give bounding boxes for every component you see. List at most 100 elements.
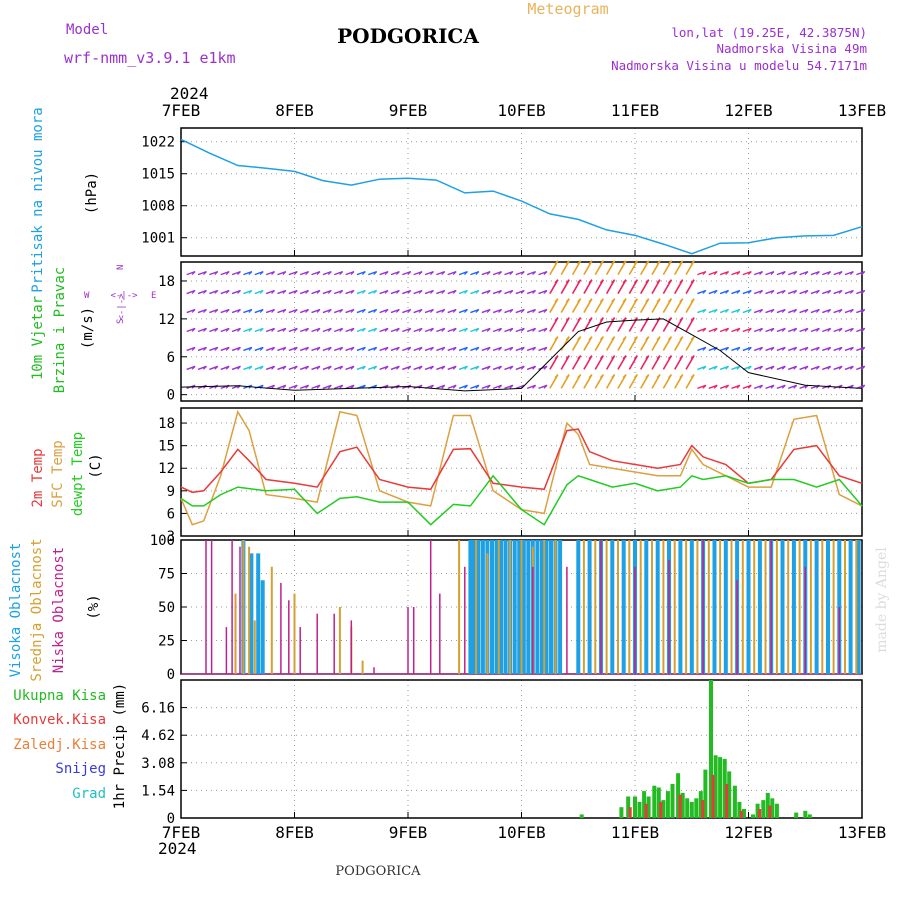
wind-barb [333, 327, 343, 333]
wind-barb-head [588, 260, 593, 265]
precip-bar [642, 791, 647, 818]
wind-barb [243, 270, 253, 276]
wind-barb-head [509, 309, 514, 313]
wind-barb-head [736, 365, 741, 370]
wind-barb-head [725, 290, 730, 294]
wind-barb [186, 365, 196, 371]
wind-barb-head [679, 374, 684, 378]
bottom-date-label: 12FEB [724, 823, 772, 842]
wind-barb-head [793, 309, 798, 313]
wind-barb [368, 327, 377, 333]
wind-barb-head [861, 365, 866, 370]
precip-legend-snow: Snijeg [55, 761, 106, 777]
wind-barb [628, 298, 638, 313]
wind-barb [844, 346, 854, 352]
wind-barb [708, 270, 718, 276]
wind-barb-head [452, 384, 457, 389]
top-date-label: 10FEB [497, 101, 545, 120]
wind-barb [662, 355, 673, 370]
wind-barb [697, 346, 707, 352]
wind-barb-head [259, 365, 264, 370]
wind-barb [708, 384, 718, 390]
wind-barb [538, 327, 548, 333]
precip-bar [713, 755, 718, 818]
model-altitude-text: Nadmorska Visina u modelu 54.7171m [611, 58, 867, 73]
wind-barb [617, 374, 627, 389]
wind-barb-head [248, 346, 253, 351]
wind-barb-head [645, 298, 650, 303]
wind-barb-head [725, 384, 730, 389]
wind-barb-head [543, 271, 548, 276]
precip-legend-conv: Konvek.Kisa [13, 712, 106, 728]
wind-barb [605, 374, 616, 389]
wind-barb-head [747, 384, 752, 389]
wind-barb-head [690, 317, 695, 322]
wind-barb-head [339, 346, 344, 351]
wind-barb-head [849, 309, 854, 313]
wind-barb-head [667, 374, 672, 378]
wind-barb [571, 336, 582, 351]
wind-barb-head [599, 317, 604, 322]
wind-ytick-label: 0 [167, 388, 175, 404]
wind-barb-head [759, 346, 764, 351]
wind-barb [765, 327, 775, 333]
wind-barb-head [373, 309, 378, 313]
wind-barb-head [622, 279, 627, 284]
wind-barb [605, 298, 616, 313]
wind-barb [617, 317, 627, 332]
wind-barb [856, 346, 866, 352]
wind-panel: 18 12 6 0 [158, 260, 866, 404]
wind-barb [571, 298, 582, 313]
wind-barb-head [713, 384, 718, 389]
wind-barb [209, 308, 219, 314]
wind-barb [538, 308, 548, 314]
wind-barb-head [565, 336, 570, 341]
wind-barb-head [543, 384, 548, 389]
wind-barb [753, 270, 763, 276]
wind-barb-head [713, 290, 718, 294]
wind-barb-head [838, 365, 843, 370]
precip-legend-total: Ukupna Kisa [13, 688, 106, 704]
wind-barb-head [418, 346, 423, 351]
wind-barb [277, 384, 287, 390]
wind-barb [504, 308, 514, 314]
wind-barb [356, 308, 366, 314]
precip-bar [694, 798, 699, 818]
wind-barb-head [327, 309, 332, 313]
wind-barb-head [486, 271, 491, 276]
wind-barb [254, 270, 264, 276]
wind-barb-head [316, 384, 321, 389]
compass-south: S [116, 319, 126, 324]
wind-barb-head [293, 290, 298, 294]
wind-barb-head [815, 365, 820, 370]
wind-barb [458, 346, 468, 352]
wind-barb-head [316, 309, 321, 313]
wind-barb-head [316, 290, 321, 294]
wind-barb [651, 374, 661, 389]
wind-barb-head [305, 365, 310, 370]
precip-bar [652, 785, 657, 818]
wind-barb-head [554, 279, 559, 284]
wind-barb-head [384, 327, 389, 332]
wind-barb [662, 374, 673, 389]
wind-barb [674, 298, 684, 313]
wind-barb [288, 346, 298, 352]
wind-barb-head [486, 290, 491, 294]
wind-barb [651, 298, 661, 313]
compass-rose: N <-|-> S W <-|-> E [84, 265, 156, 324]
wind-barb-head [543, 365, 548, 370]
wind-barb [844, 308, 854, 314]
wind-barb [753, 346, 763, 352]
cloud-ytick-label: 50 [158, 600, 175, 616]
wind-barb [639, 336, 650, 351]
wind-barb [560, 317, 570, 332]
wind-barb [605, 317, 616, 332]
wind-barb [322, 327, 332, 333]
wind-barb [810, 365, 820, 371]
wind-barb-head [804, 365, 809, 370]
wind-barb-head [271, 271, 276, 276]
pressure-side-label: Pritisak na nivou mora [30, 107, 46, 292]
wind-barb-head [316, 346, 321, 351]
wind-barb-head [395, 365, 400, 370]
model-label: Model [66, 22, 108, 38]
